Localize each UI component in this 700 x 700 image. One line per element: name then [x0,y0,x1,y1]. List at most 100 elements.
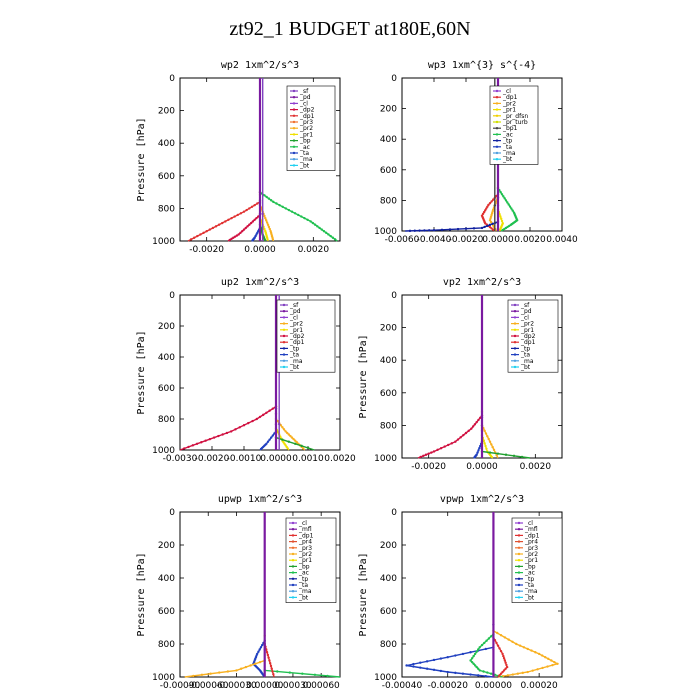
series-point [306,218,309,222]
y-axis-label: Pressure [hPa] [136,117,147,201]
legend-entry: _pr1 [299,131,313,138]
series-point [483,641,486,645]
series-point [454,671,457,675]
series-point [492,448,496,452]
series-point [233,235,237,238]
x-tick-label: 0.0000 [482,235,514,245]
series-point [447,443,450,447]
series-point [250,205,254,208]
legend-entry: _ma [298,588,312,595]
series-point [234,428,237,431]
series-point [265,221,269,224]
series-point [292,437,295,441]
series-point [472,654,475,658]
series-point [516,672,520,675]
x-tick-label: 0.0020 [514,235,546,245]
series-point [500,219,504,223]
legend-entry: _bp [524,563,536,570]
series-point [257,650,260,653]
y-tick-label: 400 [380,574,397,584]
legend-entry: _ac [298,570,309,577]
legend-marker [495,151,499,155]
y-tick-label: 0 [391,291,397,301]
legend-entry: _bp [299,138,311,145]
legend-entry: _mfl [298,526,312,533]
y-tick-label: 1000 [152,446,175,456]
series-point [413,229,416,232]
legend-entry: _pr3 [299,119,313,126]
series-point [469,659,472,662]
y-tick-label: 1000 [152,673,175,683]
legend-marker [517,571,521,574]
series-point [500,193,504,196]
series-point [228,238,231,242]
series-point [464,431,468,435]
series-point [504,667,507,670]
series-point [499,634,503,637]
series-point [503,636,507,639]
legend-entry: _pr4 [524,539,538,546]
series-point [551,663,554,667]
series-point [226,670,230,673]
series-point [422,454,425,458]
series-point [322,230,326,233]
series-point [200,673,204,676]
panel-6: vpwp 1xm^2/s^3 Pressure [hPa] 0 200 400 600 80… [358,494,563,691]
legend-marker [292,89,296,93]
panel-4: vp2 1xm^2/s^3 Pressure [hPa] 0 200 400 600 800… [358,277,563,472]
series-point [531,669,534,672]
series-point [239,212,243,215]
series-point [432,658,436,662]
legend-marker [291,571,295,574]
series-point [268,438,271,441]
series-point [242,424,246,427]
series-point [208,228,211,231]
legend-entry: _dp2 [299,107,315,114]
series-point [489,672,493,675]
legend-entry: _bp1 [502,125,518,132]
series-point [419,455,422,459]
series-point [251,239,254,242]
series-point [477,418,480,422]
series-point [489,635,493,638]
series-point [488,202,492,205]
legend-entry: _pd [520,308,532,315]
legend-marker [517,559,521,562]
legend-entry: _sf [299,88,309,95]
x-tick-label: 0.0000 [244,245,276,255]
series-point [498,228,502,231]
series-point [504,661,507,664]
legend-marker [513,347,517,350]
series-point [269,199,273,202]
series-point [287,440,290,443]
series-point [459,436,462,439]
legend-entry: _tp [289,345,299,352]
series-point [427,452,430,455]
series-point [333,238,337,241]
series-point [486,205,489,208]
series-point [217,434,220,438]
series-point [454,654,457,657]
x-tick-label: 0.0000 [260,454,292,464]
y-tick-label: 600 [158,172,175,182]
series-line-dp2 [417,295,483,459]
y-tick-label: 200 [380,324,397,334]
series-point [272,200,275,204]
series-point [253,218,256,222]
x-tick-label: -0.0020 [411,462,446,472]
legend-entry: _pr2 [520,321,534,328]
series-point [258,648,261,651]
series-point [443,445,446,448]
series-point [238,426,241,429]
x-tick-label: -0.0010 [227,454,262,464]
panel-title: vpwp 1xm^2/s^3 [440,494,524,505]
legend-entry: _ma [299,156,313,163]
legend-marker [292,127,296,130]
legend-marker [292,139,296,142]
legend-entry: _pr2 [299,125,313,132]
legend-marker [291,540,295,543]
series-point [271,434,274,437]
y-tick-label: 200 [158,107,175,117]
series-point [550,659,553,662]
